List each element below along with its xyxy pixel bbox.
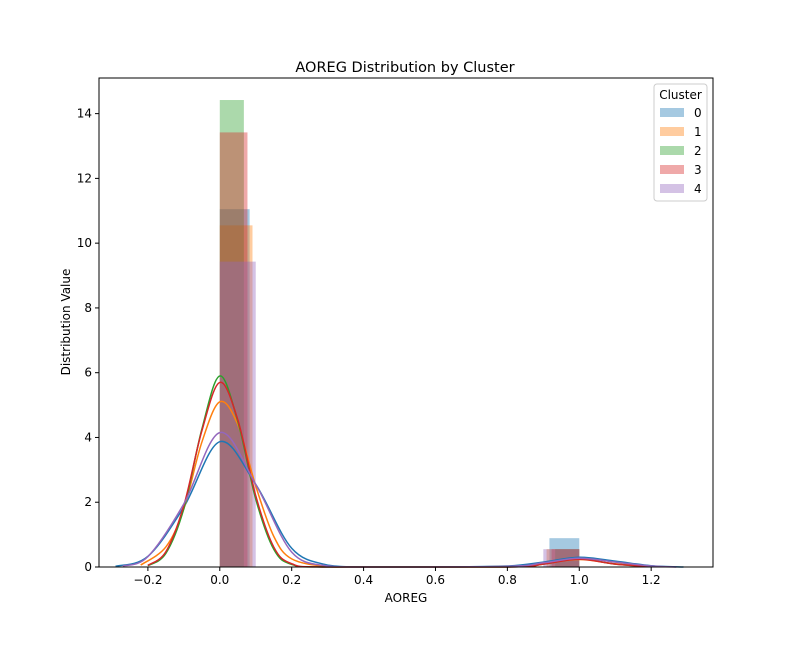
kde-line-cluster-1	[140, 400, 659, 568]
legend: Cluster 0 1 2 3 4	[653, 83, 708, 202]
bar-cluster-0-0	[219, 209, 250, 567]
legend-label-cluster-0: 0	[694, 106, 702, 120]
x-tick-label: 0.4	[354, 573, 373, 587]
plot-area	[98, 77, 714, 568]
y-tick-label: 2	[84, 495, 92, 509]
y-tick-label: 8	[84, 301, 92, 315]
legend-label-cluster-2: 2	[694, 144, 702, 158]
y-tick-label: 12	[77, 171, 92, 185]
kde-line-cluster-4	[122, 431, 677, 568]
kde-curves	[115, 375, 684, 568]
x-tick-label: −0.2	[133, 573, 162, 587]
histogram-bars	[219, 100, 580, 568]
bar-cluster-2-0	[219, 100, 244, 568]
legend-label-cluster-3: 3	[694, 163, 702, 177]
x-tick-label: 0.0	[210, 573, 229, 587]
legend-items: 0 1 2 3 4	[660, 106, 702, 196]
x-tick-label: 1.2	[642, 573, 661, 587]
legend-frame	[653, 83, 708, 202]
bar-cluster-3-0	[219, 132, 248, 567]
legend-label-cluster-1: 1	[694, 125, 702, 139]
y-tick-label: 10	[77, 236, 92, 250]
legend-swatch-cluster-4	[660, 184, 684, 193]
kde-line-cluster-0	[115, 440, 684, 568]
x-tick-label: 0.8	[498, 573, 517, 587]
x-tick-label: 1.0	[570, 573, 589, 587]
y-axis: 0 2 4 6 8 10 12 14	[77, 107, 99, 574]
bar-cluster-4-0	[219, 261, 256, 567]
x-tick-label: 0.6	[426, 573, 445, 587]
y-tick-label: 0	[84, 560, 92, 574]
legend-swatch-cluster-2	[660, 146, 684, 155]
legend-swatch-cluster-1	[660, 127, 684, 136]
legend-swatch-cluster-0	[660, 108, 684, 117]
y-tick-label: 4	[84, 430, 92, 444]
x-axis: −0.2 0.0 0.2 0.4 0.6 0.8 1.0 1.2	[133, 567, 661, 587]
plot-frame	[98, 77, 714, 568]
legend-swatch-cluster-3	[660, 165, 684, 174]
kde-line-cluster-3	[147, 381, 652, 568]
legend-label-cluster-4: 4	[694, 182, 702, 196]
y-tick-label: 14	[77, 107, 92, 121]
bar-cluster-1-0	[219, 225, 253, 567]
x-tick-label: 0.2	[282, 573, 301, 587]
legend-title: Cluster	[659, 88, 702, 102]
x-axis-label: AOREG	[385, 591, 428, 605]
chart-title: AOREG Distribution by Cluster	[295, 60, 514, 76]
y-tick-label: 6	[84, 366, 92, 380]
y-axis-label: Distribution Value	[59, 269, 73, 376]
